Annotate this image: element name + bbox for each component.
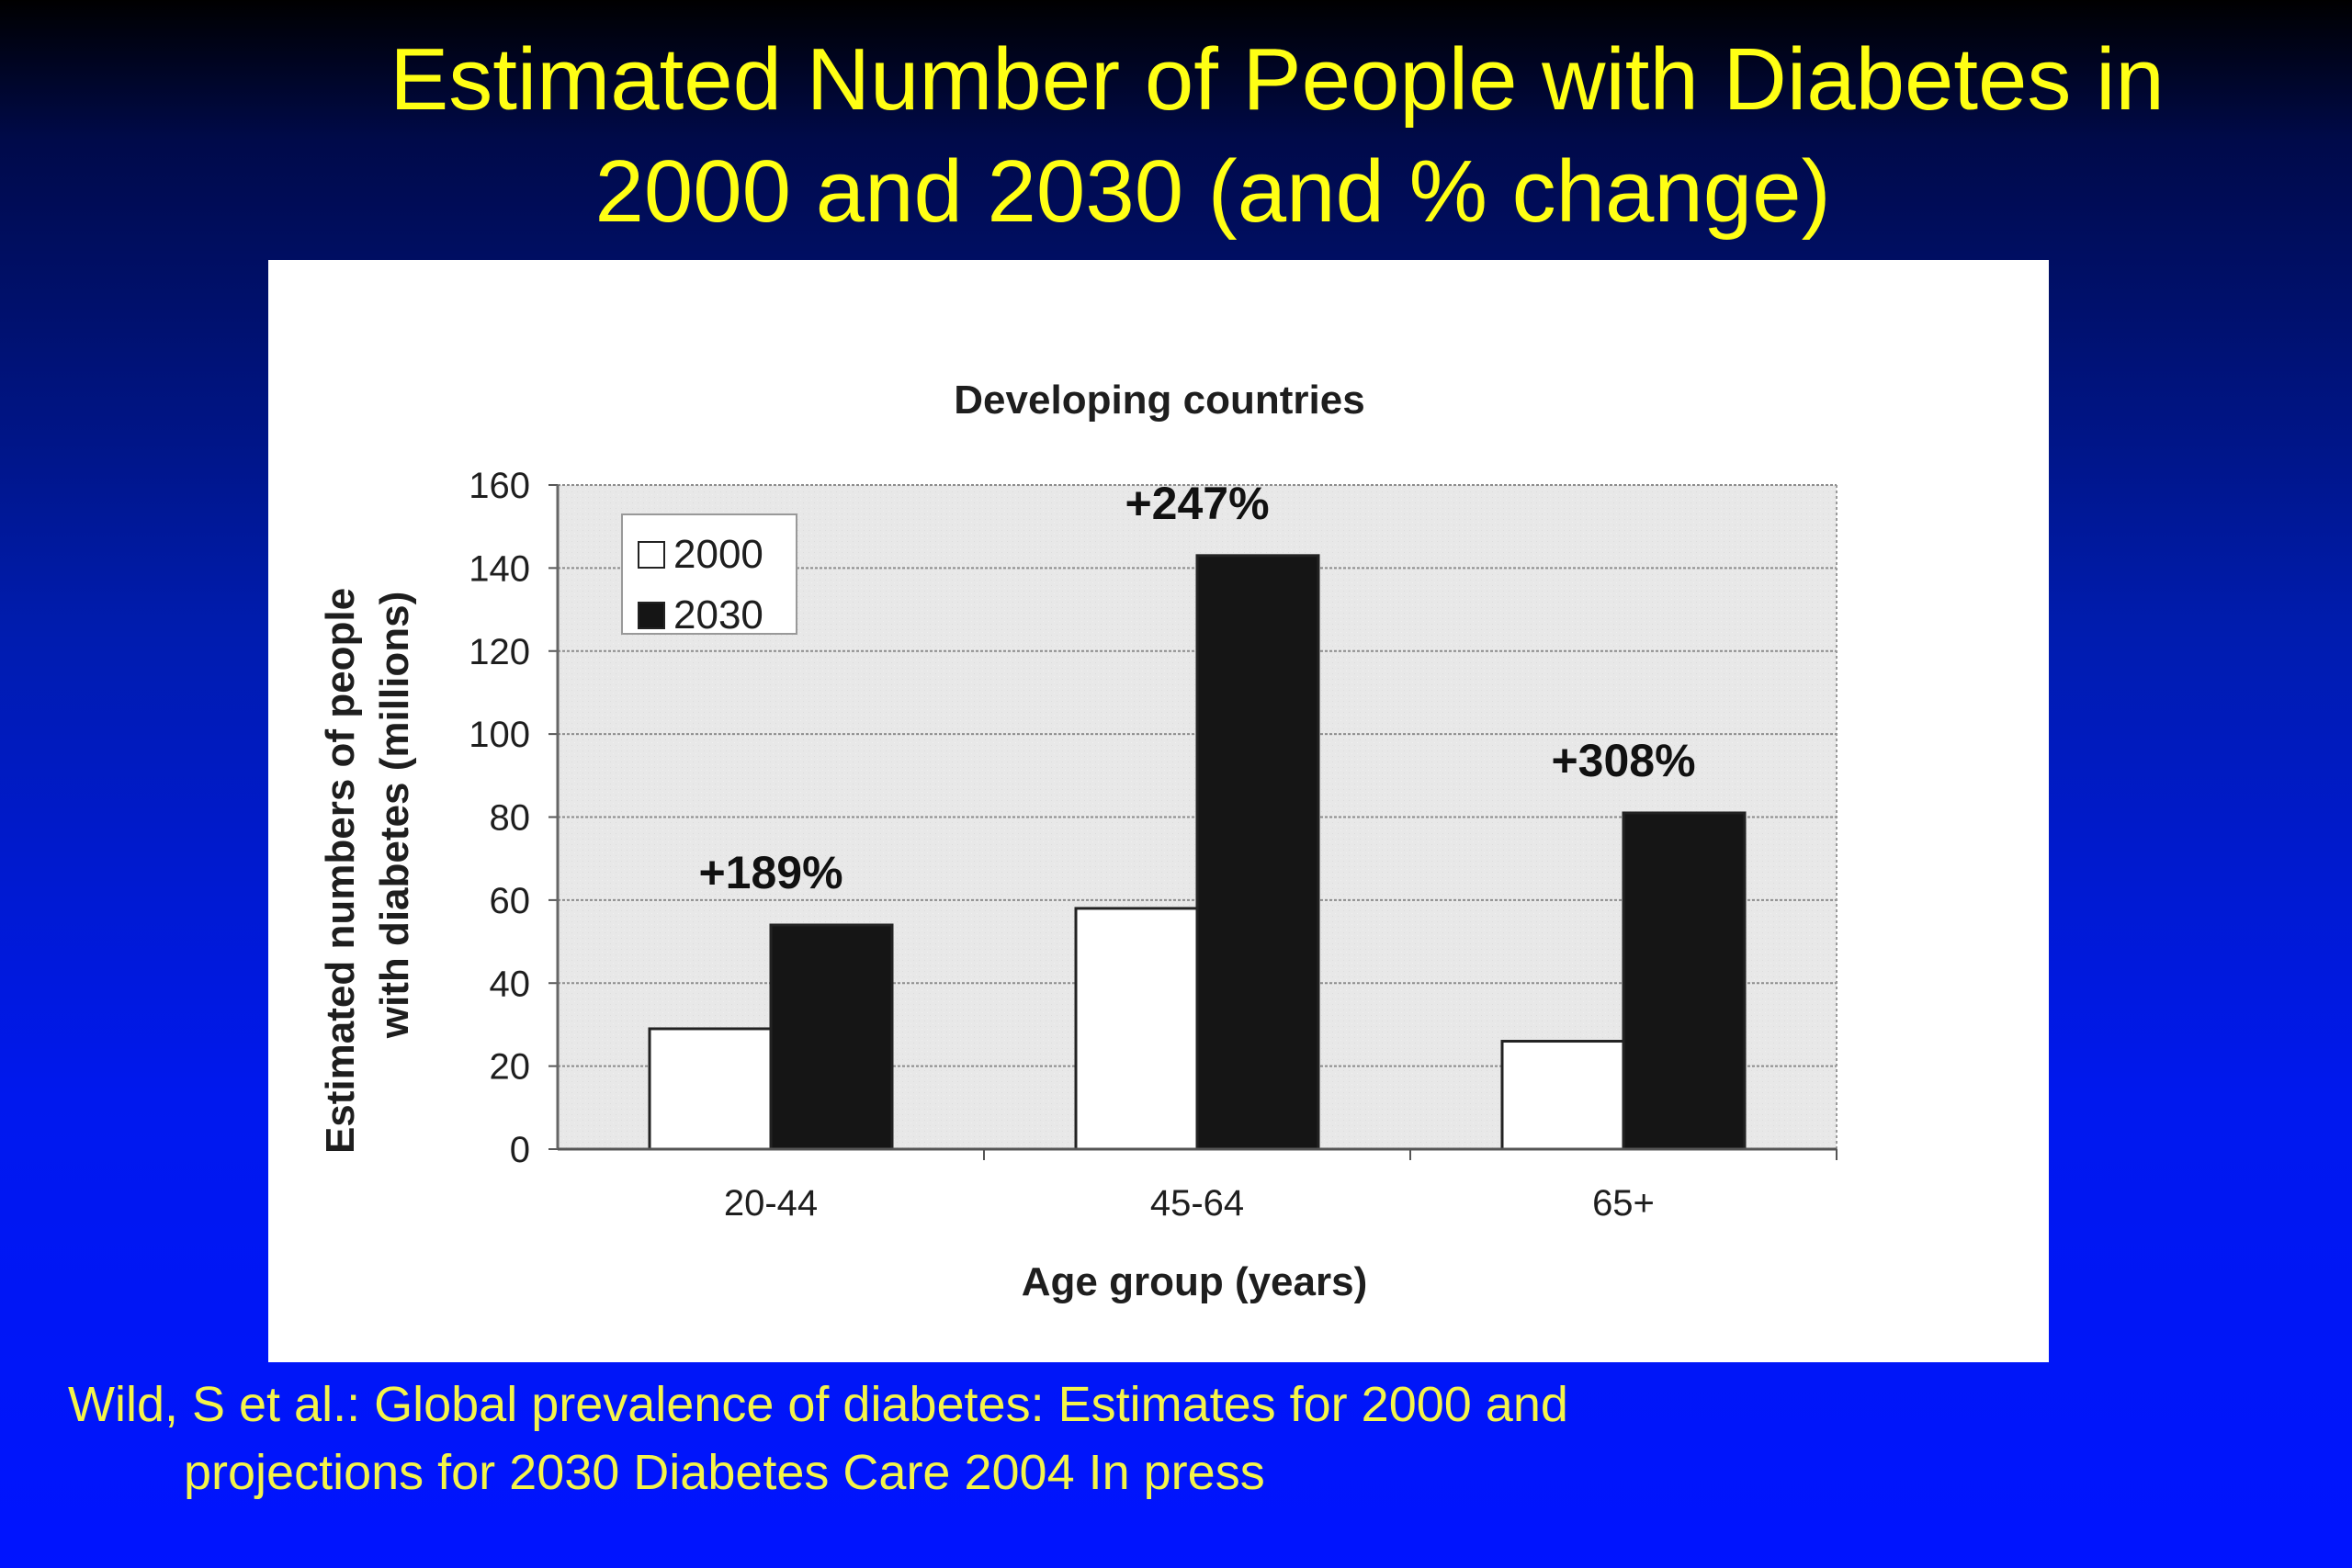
pct-change-label: +247% (1125, 478, 1269, 529)
x-tick-label: 65+ (1592, 1183, 1655, 1224)
bar-2000-45-64 (1074, 907, 1199, 1151)
slide-title-line-1: Estimated Number of People with Diabetes… (390, 30, 2165, 129)
y-tick-label: 100 (469, 715, 530, 755)
citation-line-2: projections for 2030 Diabetes Care 2004 … (184, 1445, 1265, 1500)
slide-title-line-2: 2000 and 2030 (and % change) (594, 142, 1831, 241)
y-tick-label: 20 (490, 1047, 531, 1088)
slide-title: Estimated Number of People with Diabetes… (0, 24, 2352, 248)
x-tick-label: 45-64 (1150, 1183, 1244, 1224)
chart-title: Developing countries (954, 378, 1364, 423)
pct-change-label: +308% (1551, 735, 1695, 786)
y-tick-label: 60 (490, 881, 531, 921)
bar-2000-65+ (1500, 1040, 1625, 1151)
pct-change-label: +189% (698, 847, 842, 898)
y-axis-label-line-2: with diabetes (millions) (372, 592, 417, 1040)
bar-chart: 0 20 40 60 80 100 120 140 160 20-44 45-64 65+ +189%… (318, 378, 1838, 1304)
y-tick-label: 160 (469, 466, 530, 506)
y-tick-label: 80 (490, 798, 531, 839)
bar-2030-20-44 (769, 923, 894, 1151)
x-tick-label: 20-44 (724, 1183, 818, 1224)
y-tick-label: 120 (469, 632, 530, 672)
legend-label-2030: 2030 (673, 592, 763, 637)
y-tick-label: 40 (490, 964, 531, 1004)
legend-swatch-2000 (638, 541, 665, 569)
citation: Wild, S et al.: Global prevalence of dia… (68, 1371, 2181, 1506)
legend-swatch-2030 (638, 602, 665, 629)
y-tick-label: 140 (469, 548, 530, 589)
chart-card: 0 20 40 60 80 100 120 140 160 20-44 45-64 65+ +189%… (268, 260, 2049, 1362)
y-tick-label: 0 (510, 1130, 530, 1170)
bar-2030-65+ (1622, 811, 1747, 1151)
y-axis-label-line-1: Estimated numbers of people (318, 588, 363, 1154)
bar-2000-20-44 (648, 1027, 773, 1151)
citation-line-1: Wild, S et al.: Global prevalence of dia… (68, 1377, 1568, 1432)
bar-2030-45-64 (1195, 554, 1320, 1151)
legend-label-2000: 2000 (673, 532, 763, 577)
x-axis-label: Age group (years) (1022, 1259, 1368, 1304)
